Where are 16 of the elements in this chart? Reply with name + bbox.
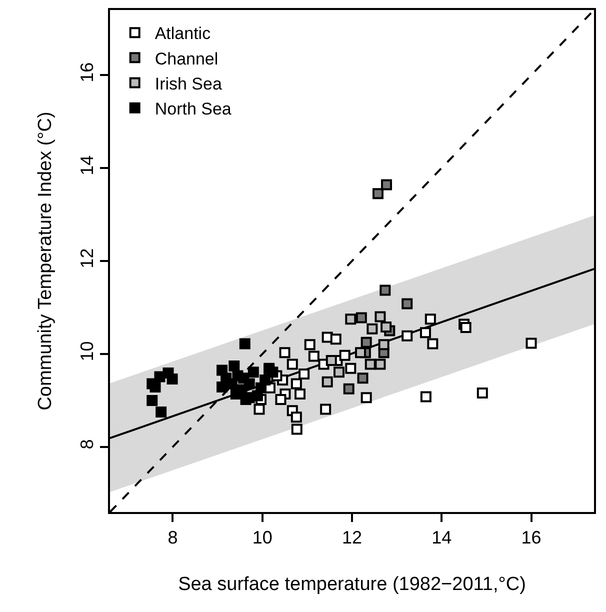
y-tick-label: 16: [76, 62, 97, 82]
x-tick-label: 16: [521, 528, 542, 548]
x-tick-label: 14: [432, 528, 452, 548]
y-tick-label: 12: [76, 248, 97, 268]
y-axis-title: Community Temperature Index (°C): [35, 112, 56, 410]
x-tick-label: 10: [252, 528, 272, 548]
y-tick-label: 10: [76, 341, 97, 362]
legend-label: North Sea: [154, 100, 232, 118]
legend-label: Channel: [154, 49, 218, 68]
legend-label: Atlantic: [154, 24, 212, 44]
y-tick-label: 8: [76, 439, 97, 450]
x-tick-label: 8: [168, 528, 178, 548]
legend-label: Irish Sea: [154, 74, 222, 94]
x-tick-label: 12: [342, 528, 362, 548]
y-tick-label: 14: [76, 155, 97, 176]
x-axis-title: Sea surface temperature (1982−2011,°C): [178, 574, 526, 595]
